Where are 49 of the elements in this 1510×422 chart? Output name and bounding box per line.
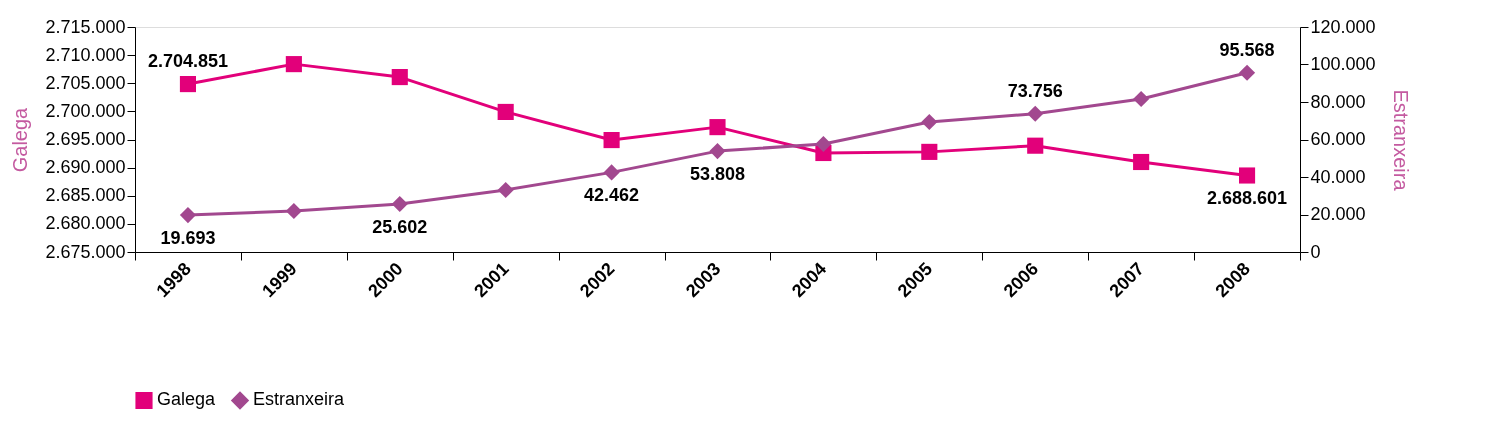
point: [603, 132, 620, 149]
y2-axis-title: Estranxeira: [1389, 89, 1412, 192]
point: [709, 119, 726, 136]
point: [497, 181, 514, 198]
legend-label: Estranxeira: [253, 389, 346, 410]
point: [815, 135, 832, 153]
y-tick-label: 2.685.000: [45, 185, 126, 206]
point: [603, 164, 620, 181]
data-label: 25.602: [372, 217, 428, 237]
y-tick-label: 2.705.000: [45, 72, 126, 93]
point: [1133, 90, 1150, 108]
point: [921, 143, 938, 160]
y2-tick-label: 0: [1310, 241, 1321, 262]
data-label: 42.462: [584, 185, 640, 206]
y2-tick-label: 100.000: [1310, 54, 1376, 74]
point: [1133, 153, 1150, 171]
y2-tick-label: 40.000: [1310, 166, 1366, 187]
data-label: 2.704.851: [147, 51, 228, 72]
data-label: 95.568: [1219, 39, 1275, 60]
point: [391, 69, 408, 86]
data-label: 2.688.601: [1207, 188, 1288, 209]
y-tick-label: 2.700.000: [45, 100, 126, 121]
data-label: 19.693: [160, 228, 216, 249]
legend-label: Galega: [157, 389, 217, 410]
point: [1027, 105, 1044, 122]
point: [1238, 167, 1256, 184]
point: [285, 202, 302, 219]
y-tick-label: 2.675.000: [45, 241, 126, 262]
data-label: 53.808: [689, 164, 746, 185]
y-tick-label: 2.690.000: [45, 157, 126, 178]
y2-tick-label: 120.000: [1310, 16, 1376, 37]
y-tick-label: 2.680.000: [45, 213, 126, 234]
point: [1027, 137, 1044, 154]
y2-tick-label: 60.000: [1310, 129, 1366, 149]
point: [179, 207, 197, 224]
point: [391, 195, 408, 213]
point: [1238, 64, 1256, 81]
y-tick-label: 2.710.000: [45, 44, 126, 65]
y-tick-label: 2.715.000: [45, 16, 126, 37]
data-label: 73.756: [1007, 80, 1063, 101]
point: [709, 143, 726, 160]
y2-tick-label: 20.000: [1310, 204, 1366, 224]
point: [921, 114, 938, 131]
y2-tick-label: 80.000: [1310, 91, 1366, 112]
y-tick-label: 2.695.000: [45, 129, 126, 149]
point: [497, 103, 514, 120]
point: [179, 76, 197, 93]
point: [285, 56, 302, 73]
y-axis-title: Galega: [9, 106, 32, 173]
